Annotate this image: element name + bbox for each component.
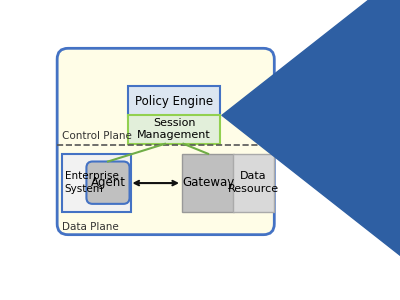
- Text: Agent: Agent: [90, 176, 126, 189]
- FancyBboxPatch shape: [233, 154, 274, 212]
- Text: Data
Resource: Data Resource: [228, 172, 279, 194]
- Text: Policy Engine: Policy Engine: [135, 95, 213, 108]
- FancyBboxPatch shape: [57, 48, 274, 235]
- Text: Gateway: Gateway: [182, 176, 234, 189]
- FancyBboxPatch shape: [128, 86, 220, 117]
- FancyBboxPatch shape: [86, 161, 130, 204]
- Text: Control Plane: Control Plane: [62, 131, 132, 142]
- Text: Data Plane: Data Plane: [62, 222, 118, 232]
- Text: Session
Management: Session Management: [137, 118, 211, 140]
- FancyBboxPatch shape: [297, 94, 353, 136]
- Text: Enterprise
System: Enterprise System: [65, 172, 119, 194]
- FancyBboxPatch shape: [128, 115, 220, 144]
- Text: ID
Management: ID Management: [286, 100, 364, 129]
- FancyBboxPatch shape: [62, 154, 131, 212]
- FancyBboxPatch shape: [182, 154, 234, 212]
